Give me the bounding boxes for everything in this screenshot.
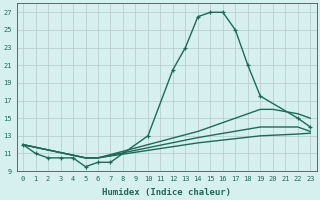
X-axis label: Humidex (Indice chaleur): Humidex (Indice chaleur) — [102, 188, 231, 197]
